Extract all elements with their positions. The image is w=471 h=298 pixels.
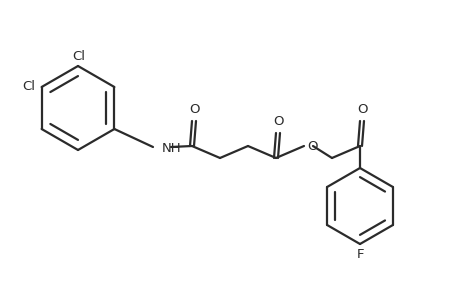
Text: Cl: Cl	[73, 50, 86, 63]
Text: O: O	[273, 115, 283, 128]
Text: O: O	[307, 139, 317, 153]
Text: O: O	[189, 103, 199, 116]
Text: Cl: Cl	[23, 80, 36, 92]
Text: O: O	[357, 103, 367, 116]
Text: NH: NH	[162, 142, 182, 156]
Text: F: F	[356, 248, 364, 261]
